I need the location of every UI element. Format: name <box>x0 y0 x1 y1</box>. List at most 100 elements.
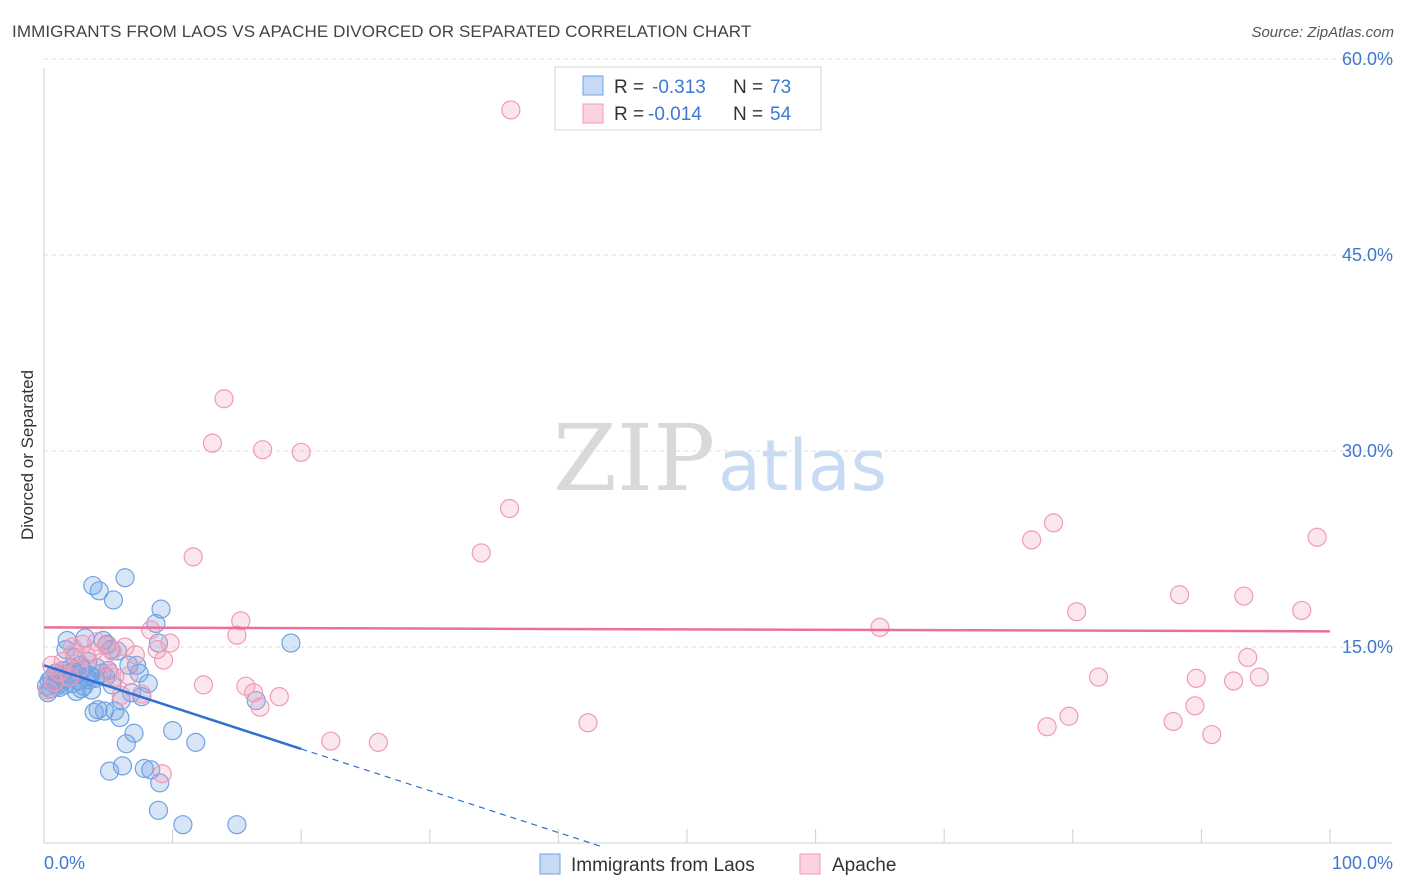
y-tick-label: 30.0% <box>1342 441 1393 461</box>
stats-legend: R = -0.313 N = 73 R = -0.014 N = 54 <box>554 66 822 131</box>
apache-point <box>193 675 214 695</box>
apache-trend-line <box>43 626 1331 633</box>
laos-point <box>115 568 135 588</box>
laos-point <box>138 673 158 694</box>
apache-point <box>471 543 491 563</box>
trend-lines <box>43 626 1331 848</box>
x-tick-label-min: 0.0% <box>44 853 85 873</box>
bottom-legend-label-apache: Apache <box>832 855 896 876</box>
apache-point <box>501 100 521 120</box>
y-tick-label: 60.0% <box>1342 49 1393 69</box>
apache-point <box>152 764 172 784</box>
laos-point <box>110 707 130 728</box>
apache-point <box>202 433 223 453</box>
gridlines <box>44 58 1392 648</box>
laos-point <box>186 732 206 752</box>
apache-point <box>153 650 174 670</box>
apache-point <box>72 634 93 654</box>
apache-point <box>1202 724 1222 745</box>
apache-point <box>1059 706 1079 726</box>
laos-point <box>126 655 147 675</box>
apache-point <box>499 498 520 519</box>
apache-point <box>115 637 135 657</box>
laos-trend-line <box>43 664 302 751</box>
chart-title: IMMIGRANTS FROM LAOS VS APACHE DIVORCED … <box>12 22 752 41</box>
apache-point <box>1307 527 1327 547</box>
apache-point <box>1169 585 1190 605</box>
laos-point <box>173 815 193 835</box>
laos-point <box>134 758 154 779</box>
legend-swatch-laos <box>582 75 604 96</box>
y-tick-labels: 15.0% 30.0% 45.0% 60.0% <box>1342 49 1393 657</box>
apache-point <box>38 680 58 700</box>
series-legend: Immigrants from Laos Apache <box>539 853 896 876</box>
apache-point <box>227 625 247 645</box>
laos-point <box>151 599 171 619</box>
apache-point <box>141 620 161 640</box>
apache-point <box>1249 667 1269 687</box>
bottom-legend-swatch-apache <box>799 853 821 875</box>
apache-point <box>44 672 64 692</box>
watermark-zip: ZIP <box>553 405 715 512</box>
apache-point <box>291 442 311 462</box>
apache-point <box>125 645 145 665</box>
apache-point <box>1067 602 1087 622</box>
legend-n-label-apache: N = <box>733 104 763 125</box>
legend-r-value-apache: -0.014 <box>648 104 702 125</box>
laos-point <box>89 581 109 601</box>
apache-point <box>368 732 388 752</box>
laos-trend-extension <box>301 748 604 848</box>
apache-point <box>1043 513 1064 533</box>
apache-point <box>1234 586 1254 606</box>
apache-point <box>49 662 70 682</box>
laos-point <box>141 760 161 780</box>
laos-point <box>124 723 144 743</box>
series-apache-points <box>38 100 1327 784</box>
laos-point <box>112 756 133 776</box>
laos-point <box>281 633 301 653</box>
laos-point <box>80 666 100 686</box>
axes <box>43 68 1392 844</box>
legend-r-value-laos: -0.313 <box>652 77 706 98</box>
laos-point <box>163 721 183 741</box>
y-axis-title: Divorced or Separated <box>18 370 37 540</box>
apache-point <box>1022 530 1042 550</box>
legend-swatch-apache <box>582 103 604 124</box>
apache-point <box>321 731 341 751</box>
apache-point <box>231 611 251 631</box>
apache-point <box>1186 668 1206 688</box>
legend-n-label-laos: N = <box>733 77 763 98</box>
apache-point <box>1037 717 1057 737</box>
laos-point <box>99 761 120 781</box>
laos-point <box>119 655 139 675</box>
y-tick-label: 15.0% <box>1342 637 1393 657</box>
apache-point <box>870 617 890 638</box>
apache-point <box>160 633 180 653</box>
apache-point <box>253 440 273 460</box>
y-tick-label: 45.0% <box>1342 245 1393 265</box>
apache-point <box>105 667 125 687</box>
apache-point <box>1238 647 1258 668</box>
legend-r-label-apache: R = <box>614 104 644 125</box>
laos-point <box>88 700 108 720</box>
apache-point <box>87 632 107 652</box>
apache-point <box>244 683 264 703</box>
apache-point <box>102 641 122 661</box>
apache-point <box>1163 711 1183 732</box>
apache-point <box>119 666 139 686</box>
legend-r-label-laos: R = <box>614 77 644 98</box>
laos-point <box>227 815 247 835</box>
laos-point <box>148 800 169 820</box>
apache-point <box>269 687 289 707</box>
apache-point <box>1088 667 1109 687</box>
laos-point <box>103 590 124 610</box>
bottom-legend-swatch-laos <box>539 853 561 875</box>
bottom-legend-label-laos: Immigrants from Laos <box>571 855 755 876</box>
apache-point <box>214 389 234 409</box>
apache-point <box>236 676 256 696</box>
apache-point <box>1292 600 1312 621</box>
legend-n-value-laos: 73 <box>770 77 791 98</box>
x-tick-label-max: 100.0% <box>1332 853 1393 873</box>
watermark-atlas: atlas <box>718 425 887 507</box>
apache-point <box>578 713 598 733</box>
